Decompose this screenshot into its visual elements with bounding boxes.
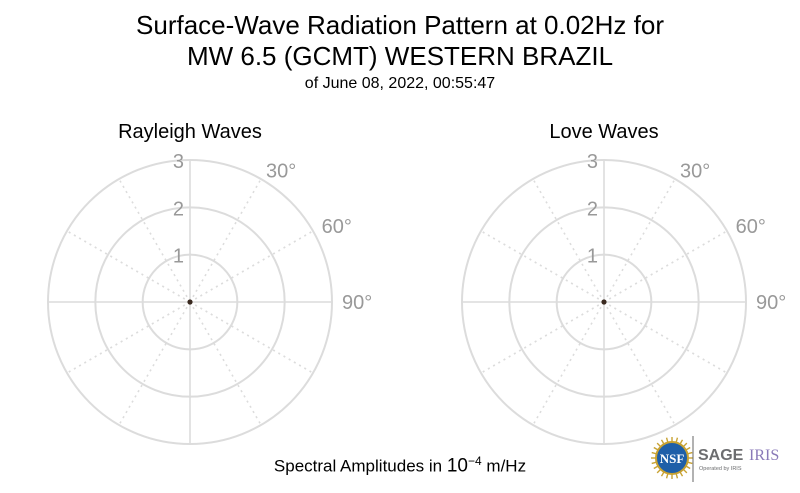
units-exponent: −4 [467,454,482,468]
angular-gridline-dotted [603,230,728,303]
units-base: 10 [446,455,468,477]
radial-gridline-circle [94,206,286,398]
panel-title: Love Waves [549,121,658,143]
angular-tick-label: 60° [736,216,766,238]
radial-tick-label: 3 [587,151,598,173]
angular-gridline-dotted [532,301,605,426]
sage-logo-text: SAGE [698,447,744,464]
operated-by-text: Operated by IRIS [699,466,742,472]
angular-gridline-dotted [480,230,605,303]
radiation-pattern-point [187,299,193,305]
angular-gridline-dotted [189,178,262,303]
angular-gridline-dotted [189,301,262,426]
angular-gridline-dotted [189,230,314,303]
angular-tick-label: 30° [266,160,296,182]
radial-gridline-circle [461,159,747,445]
angular-gridline-dotted [603,178,676,303]
radial-gridline-circle [47,159,333,445]
units-unit: m/Hz [486,456,527,476]
angular-gridline-dotted [118,301,191,426]
radial-tick-label: 2 [587,198,598,220]
radial-gridline-circle [508,206,700,398]
radial-tick-label: 1 [173,246,184,268]
chart-title-line-2: MW 6.5 (GCMT) WESTERN BRAZIL [186,41,614,71]
radial-gridline-circle [141,253,239,351]
angular-gridline-dotted [603,301,676,426]
angular-tick-label: 90° [756,292,786,314]
angular-tick-label: 60° [322,216,352,238]
angular-gridline-dotted [66,301,191,374]
sponsor-logos: NSF SAGE IRIS Operated by IRIS [648,432,798,488]
radial-gridline-circle [555,253,653,351]
polar-panel-1: Rayleigh Waves 1 2 3 30° 60° 90° [47,121,372,445]
radial-tick-label: 3 [173,151,184,173]
radial-tick-label: 2 [173,198,184,220]
angular-gridline-dotted [189,301,314,374]
radial-tick-label: 1 [587,246,598,268]
amplitude-units-label: Spectral Amplitudes in 10−4 m/Hz [0,454,800,478]
nsf-logo-icon: NSF [651,437,693,479]
angular-gridline-dotted [480,301,605,374]
polar-panel-2: Love Waves 1 2 3 30° 60° 90° [461,121,786,445]
angular-tick-label: 30° [680,160,710,182]
radiation-pattern-point [601,299,607,305]
angular-gridline-dotted [66,230,191,303]
panel-title: Rayleigh Waves [118,121,262,143]
units-prefix: Spectral Amplitudes in [273,456,443,476]
angular-gridline-dotted [603,301,728,374]
angular-tick-label: 90° [342,292,372,314]
iris-logo-text: IRIS [749,447,779,464]
chart-title-line-1: Surface-Wave Radiation Pattern at 0.02Hz… [136,10,664,40]
chart-subtitle-date: of June 08, 2022, 00:55:47 [304,75,496,92]
logo-graphics: NSF SAGE IRIS Operated by IRIS [651,436,779,482]
nsf-logo-text: NSF [660,451,685,466]
